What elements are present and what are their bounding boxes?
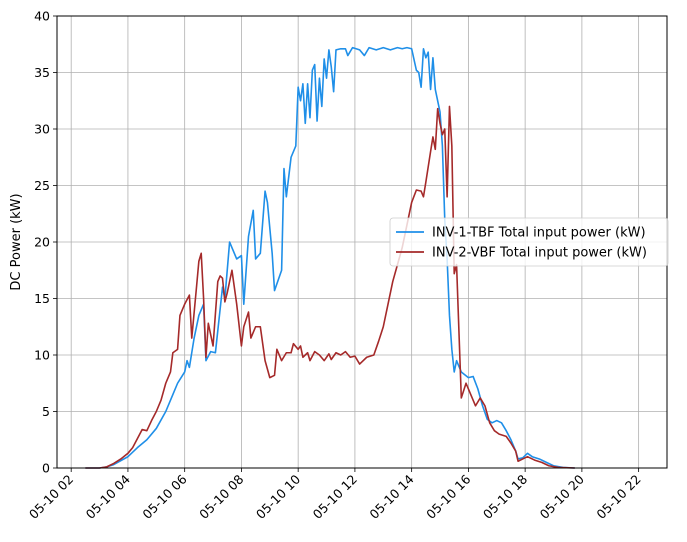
x-axis: 05-10 02 05-10 04 05-10 06 05-10 08 05-10 10… bbox=[26, 468, 644, 522]
legend-box bbox=[389, 217, 669, 267]
x-tick-label: 05-10 22 bbox=[593, 472, 643, 522]
x-tick-label: 05-10 10 bbox=[253, 471, 303, 521]
legend: INV-1-TBF Total input power (kW) INV-2-VB… bbox=[389, 217, 669, 267]
x-tick-label: 05-10 18 bbox=[480, 471, 530, 521]
x-tick-label: 05-10 14 bbox=[366, 471, 416, 521]
y-tick-label: 30 bbox=[34, 122, 50, 137]
x-tick-label: 05-10 16 bbox=[423, 471, 473, 521]
y-tick-label: 5 bbox=[42, 404, 50, 419]
x-tick-label: 05-10 20 bbox=[537, 471, 587, 521]
y-tick-label: 0 bbox=[42, 461, 50, 476]
y-axis: 0 5 10 15 20 25 30 35 40 bbox=[34, 9, 57, 476]
y-tick-label: 20 bbox=[34, 235, 50, 250]
y-tick-label: 10 bbox=[34, 348, 50, 363]
y-tick-label: 35 bbox=[34, 65, 50, 80]
y-tick-label: 15 bbox=[34, 291, 50, 306]
y-tick-label: 25 bbox=[34, 178, 50, 193]
series-line-2 bbox=[85, 105, 575, 469]
x-tick-label: 05-10 08 bbox=[196, 471, 246, 521]
y-axis-label: DC Power (kW) bbox=[9, 193, 24, 290]
x-tick-label: 05-10 12 bbox=[310, 472, 360, 522]
series-layer bbox=[85, 46, 575, 469]
x-tick-label: 05-10 04 bbox=[83, 471, 133, 521]
legend-label: INV-1-TBF Total input power (kW) bbox=[432, 226, 646, 241]
series-line-1 bbox=[85, 46, 575, 469]
x-tick-label: 05-10 02 bbox=[26, 472, 76, 522]
y-tick-label: 40 bbox=[34, 9, 50, 24]
x-tick-label: 05-10 06 bbox=[139, 471, 189, 521]
legend-label: INV-2-VBF Total input power (kW) bbox=[432, 246, 647, 261]
